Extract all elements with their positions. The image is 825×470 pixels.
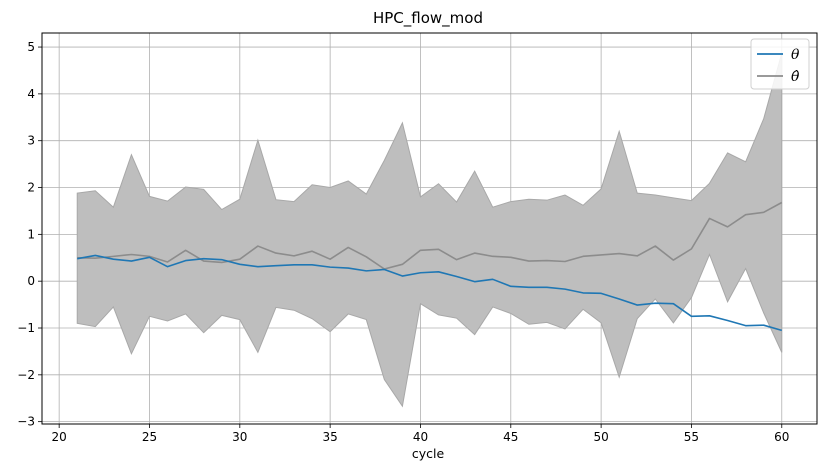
y-tick-label: 5 <box>27 40 35 54</box>
y-tick-label: 2 <box>27 181 35 195</box>
x-tick-label: 25 <box>142 430 157 444</box>
y-axis-ticks: −3 −2 −1 0 1 2 3 4 5 <box>17 40 42 429</box>
y-tick-label: 1 <box>27 227 35 241</box>
y-tick-label: 0 <box>27 274 35 288</box>
legend-label: θ <box>791 47 800 63</box>
x-tick-label: 30 <box>232 430 247 444</box>
legend-box <box>750 38 810 90</box>
y-tick-label: −2 <box>17 368 35 382</box>
y-tick-label: 4 <box>27 87 35 101</box>
x-tick-label: 60 <box>774 430 789 444</box>
chart-title: HPC_flow_mod <box>373 9 483 28</box>
legend-label: θ̂ <box>791 69 800 85</box>
plot-frame <box>41 32 818 425</box>
x-tick-label: 40 <box>413 430 428 444</box>
series-line-theta-hat <box>77 201 783 270</box>
legend: θ θ̂ <box>750 38 810 90</box>
confidence-band <box>76 53 783 408</box>
x-tick-label: 55 <box>684 430 699 444</box>
series-lines <box>77 201 783 332</box>
x-axis-ticks: 20 25 30 35 40 45 50 55 60 <box>52 424 789 444</box>
x-tick-label: 35 <box>323 430 338 444</box>
y-tick-label: 3 <box>27 134 35 148</box>
series-line-theta <box>77 254 782 332</box>
uncertainty-band <box>76 53 783 408</box>
y-tick-label: −1 <box>17 321 35 335</box>
y-tick-label: −3 <box>17 415 35 429</box>
x-tick-label: 20 <box>52 430 67 444</box>
x-tick-label: 50 <box>593 430 608 444</box>
x-tick-label: 45 <box>503 430 518 444</box>
x-axis-label: cycle <box>412 446 445 461</box>
